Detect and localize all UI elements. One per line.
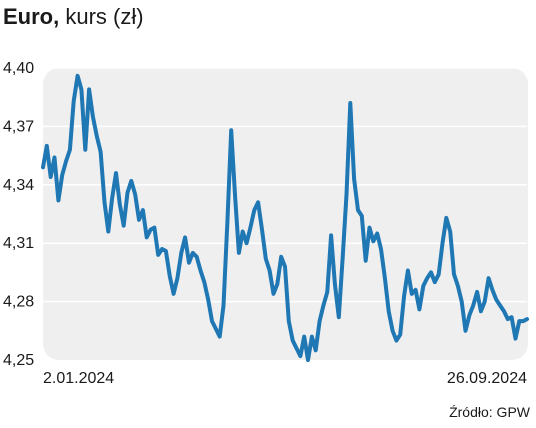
line-chart: 4,25 4,28 4,31 4,34 4,37 4,40 2.01.2024 26.09… bbox=[3, 60, 529, 387]
y-axis-ticks: 4,25 4,28 4,31 4,34 4,37 4,40 bbox=[3, 60, 34, 369]
x-tick-label-end: 26.09.2024 bbox=[447, 370, 527, 387]
chart-title-bold: Euro, bbox=[3, 4, 60, 29]
y-tick-label: 4,37 bbox=[3, 118, 34, 135]
y-tick-label: 4,25 bbox=[3, 352, 34, 369]
y-tick-label: 4,31 bbox=[3, 235, 34, 252]
plot-background bbox=[43, 68, 528, 360]
y-tick-label: 4,40 bbox=[3, 60, 34, 77]
chart-title: Euro, kurs (zł) bbox=[3, 4, 144, 30]
source-note: Źródło: GPW bbox=[449, 404, 530, 420]
y-tick-label: 4,34 bbox=[3, 177, 34, 194]
gridlines bbox=[43, 67, 527, 303]
series-line-eur bbox=[41, 73, 529, 362]
y-tick-label: 4,28 bbox=[3, 294, 34, 311]
chart-title-rest: kurs (zł) bbox=[59, 4, 144, 29]
x-tick-label-start: 2.01.2024 bbox=[43, 370, 114, 387]
